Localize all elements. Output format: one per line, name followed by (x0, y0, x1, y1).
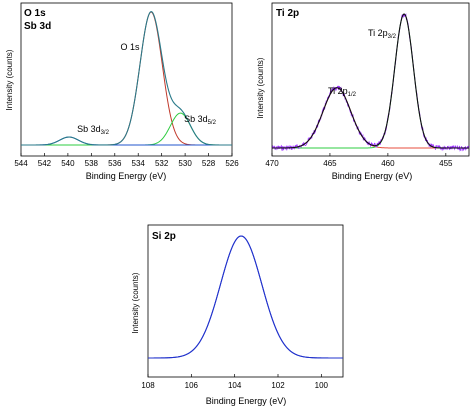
annotation-o1s: O 1s (120, 42, 140, 52)
panel-1-curves (21, 10, 232, 146)
x-tick-label: 538 (85, 159, 99, 168)
component-peak-0 (147, 235, 343, 359)
panel-2-xlabel: Binding Energy (eV) (332, 171, 413, 181)
panel-3-title: Si 2p (152, 231, 176, 242)
annotation-sb3d-5-2: Sb 3d5/2 (184, 114, 217, 126)
panel-3-x-ticks: 108 106 104 102 100 (141, 374, 329, 390)
x-tick-label: 108 (141, 381, 155, 390)
component-peak-0 (272, 87, 469, 149)
panel-3-ylabel: Intensity (counts) (131, 272, 140, 333)
panel-2-curves (271, 13, 470, 152)
panel-1-frame (20, 2, 233, 157)
panel-si2p: Si 2p Intensity (counts) Binding Energy … (131, 224, 344, 406)
panel-1-title-line-2: Sb 3d (24, 21, 51, 32)
panel-1-ylabel: Intensity (counts) (5, 49, 14, 110)
panel-3-xlabel: Binding Energy (eV) (206, 396, 287, 406)
x-tick-label: 542 (38, 159, 52, 168)
annotation-ti2p-1-2: Ti 2p1/2 (328, 86, 357, 98)
x-tick-label: 532 (155, 159, 169, 168)
x-tick-label: 102 (271, 381, 285, 390)
panel-o1s-sb3d: O 1s Sb 3d Intensity (counts) Binding En… (5, 2, 239, 181)
panel-1-x-ticks: 544 542 540 538 536 534 532 530 528 526 (14, 153, 239, 168)
x-tick-label: 536 (108, 159, 122, 168)
component-peak-0 (21, 11, 232, 146)
panel-3-curves (147, 235, 343, 359)
x-tick-label: 470 (265, 159, 279, 168)
x-tick-label: 528 (202, 159, 216, 168)
x-tick-label: 100 (315, 381, 329, 390)
panel-2-title: Ti 2p (276, 8, 299, 19)
panel-3-frame (147, 224, 344, 378)
x-tick-label: 106 (185, 381, 199, 390)
envelope-fit (147, 235, 343, 359)
panel-2-x-ticks: 470 465 460 455 (265, 153, 453, 168)
raw-spectrum (271, 13, 470, 152)
x-tick-label: 465 (323, 159, 337, 168)
panel-1-xlabel: Binding Energy (eV) (86, 171, 167, 181)
x-tick-label: 544 (14, 159, 28, 168)
panel-2-frame (271, 2, 470, 157)
x-tick-label: 526 (225, 159, 239, 168)
x-tick-label: 530 (178, 159, 192, 168)
x-tick-label: 455 (439, 159, 453, 168)
panel-2-ylabel: Intensity (counts) (256, 57, 265, 118)
panel-ti2p: Ti 2p Intensity (counts) Binding Energy … (256, 2, 470, 181)
annotation-ti2p-3-2: Ti 2p3/2 (368, 28, 397, 40)
envelope-fit (21, 10, 232, 146)
x-tick-label: 534 (132, 159, 146, 168)
x-tick-label: 104 (228, 381, 242, 390)
panel-1-title-line-1: O 1s (24, 8, 46, 19)
annotation-sb3d-3-2: Sb 3d3/2 (77, 124, 110, 136)
x-tick-label: 460 (381, 159, 395, 168)
x-tick-label: 540 (61, 159, 75, 168)
envelope-fit (272, 13, 469, 149)
